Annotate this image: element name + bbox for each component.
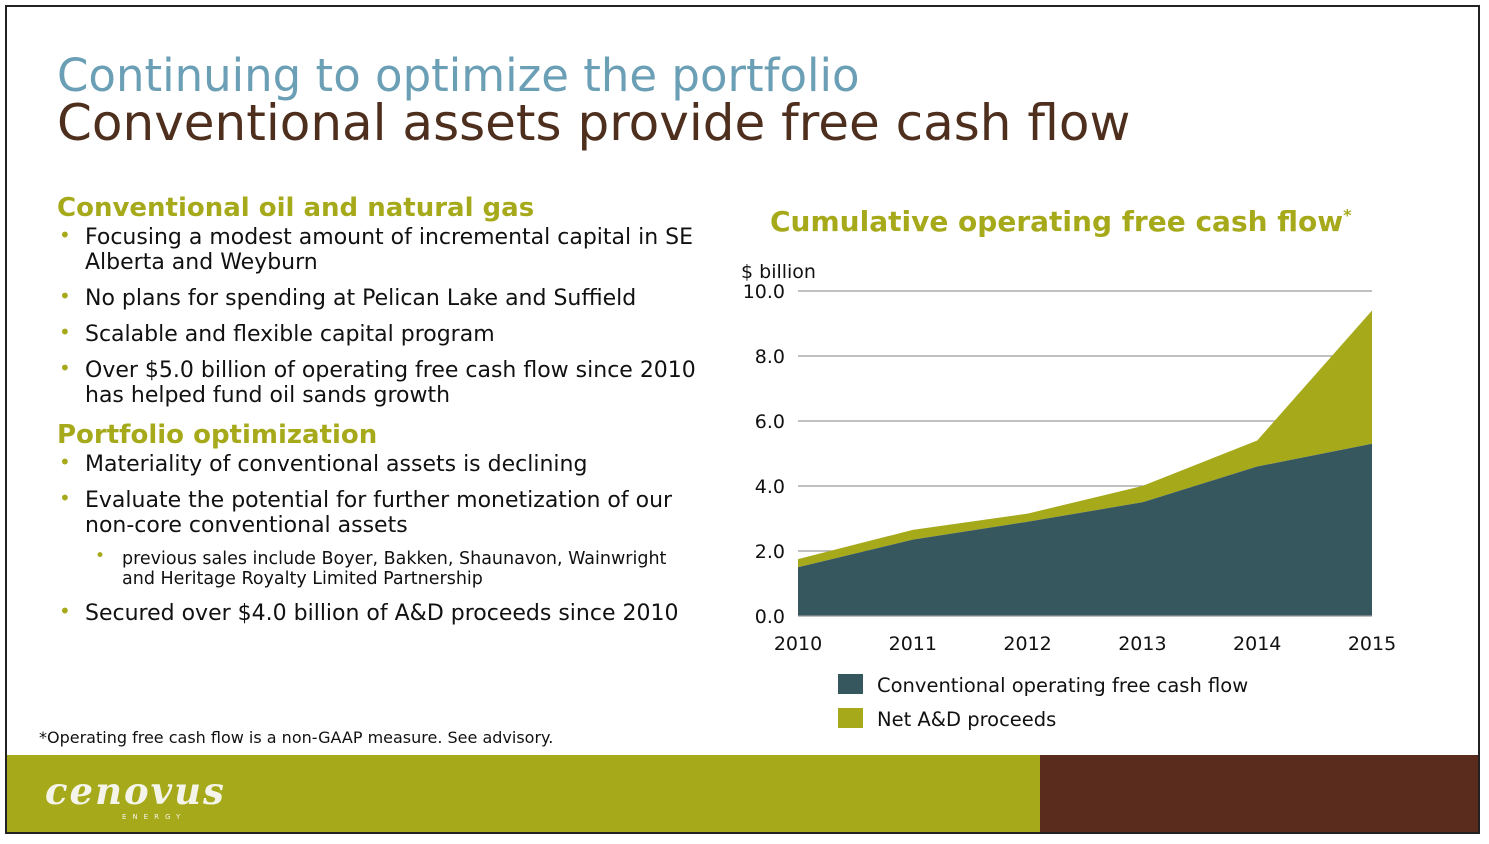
x-tick-label: 2015 <box>1348 633 1396 655</box>
bullet-icon: • <box>59 320 71 344</box>
y-tick-label: 6.0 <box>755 411 785 433</box>
slide-supertitle: Continuing to optimize the portfolio <box>57 49 860 102</box>
list-item: • Over $5.0 billion of operating free cas… <box>59 356 696 408</box>
legend-swatch <box>838 708 863 728</box>
area-chart: $ billion 0.0 2.0 4.0 6.0 8.0 10.0 2010 2011 2012… <box>741 261 1396 731</box>
sub-list-item: • previous sales include Boyer, Bakken, S… <box>95 546 667 589</box>
bullet-icon: • <box>95 546 106 566</box>
y-tick-label: 0.0 <box>755 606 785 628</box>
logo-subtitle: ENERGY <box>122 813 187 821</box>
legend-label: Conventional operating free cash flow <box>877 674 1248 697</box>
legend-swatch <box>838 674 863 694</box>
list-item: • Evaluate the potential for further mone… <box>59 486 673 538</box>
legend-label: Net A&D proceeds <box>877 708 1056 731</box>
chart-title: Cumulative operating free cash flow* <box>770 205 1352 238</box>
list-item: • Materiality of conventional assets is d… <box>59 450 588 477</box>
x-tick-label: 2012 <box>1003 633 1051 655</box>
list-item: • No plans for spending at Pelican Lake a… <box>59 284 637 311</box>
slide-title: Conventional assets provide free cash fl… <box>57 94 1131 152</box>
list-item: • Secured over $4.0 billion of A&D procee… <box>59 599 679 626</box>
list-item: • Scalable and flexible capital program <box>59 320 495 347</box>
section-heading-portfolio: Portfolio optimization <box>57 420 378 450</box>
bullet-icon: • <box>59 284 71 308</box>
footer-band-accent <box>1040 755 1478 832</box>
slide: Continuing to optimize the portfolio Con… <box>5 5 1480 834</box>
footnote: *Operating free cash flow is a non-GAAP … <box>39 728 554 747</box>
x-tick-label: 2014 <box>1233 633 1281 655</box>
list-item: • Focusing a modest amount of incremental… <box>59 223 694 275</box>
x-tick-label: 2013 <box>1118 633 1166 655</box>
y-tick-label: 8.0 <box>755 346 785 368</box>
chart-title-footnote-mark: * <box>1343 205 1352 225</box>
y-tick-label: 2.0 <box>755 541 785 563</box>
bullet-icon: • <box>59 599 71 623</box>
bullet-icon: • <box>59 356 71 380</box>
bullet-icon: • <box>59 486 71 510</box>
bullet-icon: • <box>59 223 71 247</box>
x-tick-label: 2010 <box>774 633 822 655</box>
cenovus-logo: cenovus <box>45 769 226 813</box>
left-column: Conventional oil and natural gas • Focusi… <box>57 193 697 637</box>
series-area-conventional-ofcf <box>798 443 1372 616</box>
section-heading-conventional: Conventional oil and natural gas <box>57 193 535 223</box>
footer-band <box>7 755 1040 832</box>
y-axis-label: $ billion <box>741 261 816 283</box>
y-tick-label: 10.0 <box>743 281 785 303</box>
bullet-list-portfolio: • Materiality of conventional assets is d… <box>57 450 697 626</box>
x-tick-label: 2011 <box>889 633 937 655</box>
y-tick-label: 4.0 <box>755 476 785 498</box>
bullet-list-conventional: • Focusing a modest amount of incremental… <box>57 223 697 408</box>
bullet-icon: • <box>59 450 71 474</box>
